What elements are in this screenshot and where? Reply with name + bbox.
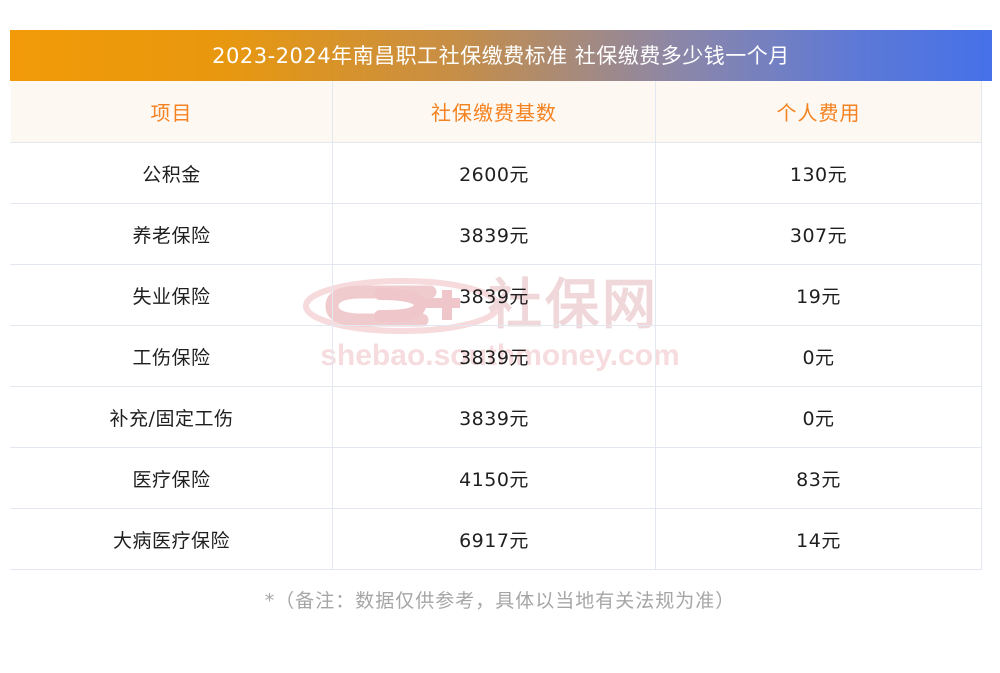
table-row: 失业保险 3839元 19元 <box>10 264 982 326</box>
cell-fee: 14元 <box>655 508 982 570</box>
cell-fee: 83元 <box>655 447 982 509</box>
table-row: 公积金 2600元 130元 <box>10 142 982 204</box>
cell-item: 医疗保险 <box>10 447 333 509</box>
column-header-item: 项目 <box>10 81 333 143</box>
table-body: 公积金 2600元 130元 养老保险 3839元 307元 失业保险 3839… <box>10 142 982 570</box>
cell-item: 大病医疗保险 <box>10 508 333 570</box>
cell-base: 3839元 <box>332 325 656 387</box>
cell-item: 失业保险 <box>10 264 333 326</box>
cell-item: 养老保险 <box>10 203 333 265</box>
cell-base: 3839元 <box>332 386 656 448</box>
table-row: 养老保险 3839元 307元 <box>10 203 982 265</box>
social-insurance-table: 项目 社保缴费基数 个人费用 公积金 2600元 130元 养老保险 3839元… <box>10 81 982 570</box>
cell-fee: 0元 <box>655 325 982 387</box>
cell-base: 4150元 <box>332 447 656 509</box>
social-insurance-table-block: 2023-2024年南昌职工社保缴费标准 社保缴费多少钱一个月 项目 社保缴费基… <box>10 30 992 570</box>
cell-item: 工伤保险 <box>10 325 333 387</box>
table-title-bar: 2023-2024年南昌职工社保缴费标准 社保缴费多少钱一个月 <box>10 30 992 81</box>
cell-base: 6917元 <box>332 508 656 570</box>
table-row: 医疗保险 4150元 83元 <box>10 447 982 509</box>
table-header-row: 项目 社保缴费基数 个人费用 <box>10 81 982 143</box>
table-row: 工伤保险 3839元 0元 <box>10 325 982 387</box>
footnote-text: *（备注：数据仅供参考，具体以当地有关法规为准） <box>264 590 736 612</box>
cell-fee: 19元 <box>655 264 982 326</box>
cell-base: 2600元 <box>332 142 656 204</box>
cell-fee: 307元 <box>655 203 982 265</box>
column-header-fee: 个人费用 <box>655 81 982 143</box>
table-row: 补充/固定工伤 3839元 0元 <box>10 386 982 448</box>
column-header-base: 社保缴费基数 <box>332 81 656 143</box>
table-footnote: *（备注：数据仅供参考，具体以当地有关法规为准） <box>0 588 1000 614</box>
table-row: 大病医疗保险 6917元 14元 <box>10 508 982 570</box>
cell-base: 3839元 <box>332 203 656 265</box>
cell-item: 公积金 <box>10 142 333 204</box>
page-title: 2023-2024年南昌职工社保缴费标准 社保缴费多少钱一个月 <box>212 43 790 68</box>
cell-item: 补充/固定工伤 <box>10 386 333 448</box>
cell-fee: 130元 <box>655 142 982 204</box>
cell-fee: 0元 <box>655 386 982 448</box>
cell-base: 3839元 <box>332 264 656 326</box>
